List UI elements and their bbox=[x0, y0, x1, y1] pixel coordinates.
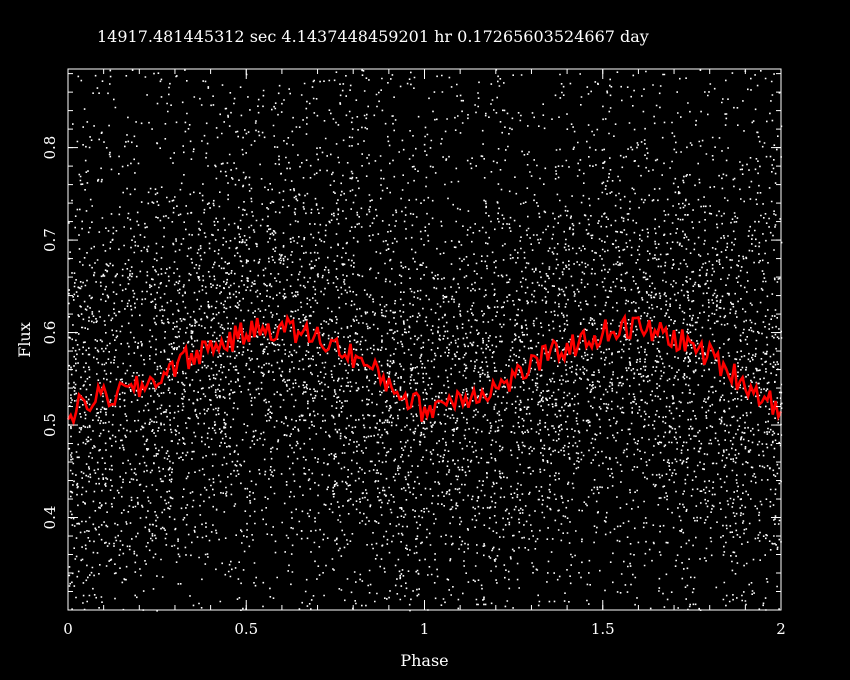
binned-curve bbox=[66, 313, 783, 427]
x-tick-label: 1 bbox=[420, 620, 430, 638]
binned-line bbox=[66, 313, 783, 427]
y-tick-label: 0.7 bbox=[41, 228, 59, 252]
y-axis-title: Flux bbox=[15, 322, 34, 358]
x-tick-label: 0.5 bbox=[234, 620, 258, 638]
y-tick-label: 0.4 bbox=[41, 506, 59, 530]
y-tick-label: 0.5 bbox=[41, 413, 59, 437]
x-axis-title: Phase bbox=[400, 651, 448, 670]
y-tick-label: 0.6 bbox=[41, 321, 59, 345]
x-tick-label: 0 bbox=[63, 620, 73, 638]
y-tick-label: 0.8 bbox=[41, 136, 59, 160]
axis-ticks: 0 0.5 1 1.5 2 0.4 0.5 0.6 0.7 0.8 bbox=[41, 69, 786, 638]
chart-title: 14917.481445312 sec 4.1437448459201 hr 0… bbox=[97, 27, 649, 46]
x-tick-label: 1.5 bbox=[591, 620, 615, 638]
x-tick-label: 2 bbox=[776, 620, 786, 638]
